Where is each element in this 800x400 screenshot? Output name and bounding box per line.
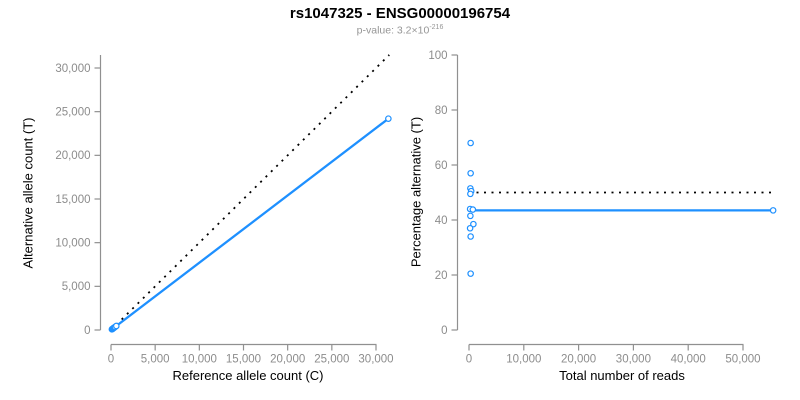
left-y-tick-label: 30,000 [55,63,90,75]
right-y-axis-label: Percentage alternative (T) [408,116,424,268]
left-y-tick-label: 5,000 [62,281,91,293]
left-y-tick-label: 10,000 [55,237,90,249]
left-x-tick-label: 20,000 [270,354,305,366]
left-data-point [385,115,392,122]
left-y-tick-label: 25,000 [55,106,90,118]
chart-title: rs1047325 - ENSG00000196754 [289,5,511,22]
right-data-point [769,207,777,214]
left-x-tick-label: 30,000 [358,354,393,366]
left-y-tick-label: 20,000 [55,150,90,162]
left-identity-line [110,54,390,331]
right-x-axis-label: Total number of reads [559,368,685,383]
left-x-tick-label: 25,000 [314,354,349,366]
right-data-point [467,169,474,177]
left-y-tick-label: 0 [84,325,90,337]
right-y-tick-label: 40 [435,215,448,227]
right-data-point [469,206,477,213]
left-x-axis-label: Reference allele count (C) [172,368,324,383]
right-data-point [467,233,474,240]
left-x-tick-label: 5,000 [141,354,170,366]
left-x-tick-label: 10,000 [182,354,217,366]
right-y-tick-label: 100 [428,50,447,62]
left-y-axis-label: Alternative allele count (T) [20,117,36,269]
pvalue-text: p-value: 3.2×10 [356,24,430,37]
right-x-tick-label: 50,000 [725,354,760,366]
left-data-point [113,322,120,330]
right-x-tick-label: 0 [466,354,472,366]
right-x-tick-label: 20,000 [561,354,596,366]
left-y-tick-label: 15,000 [55,194,90,206]
left-fit-line [111,117,390,331]
left-x-tick-label: 15,000 [226,354,261,366]
right-y-tick-label: 80 [435,105,448,117]
right-data-point [467,270,474,277]
pvalue-exponent: -216 [429,24,444,31]
right-y-tick-label: 0 [441,325,447,337]
right-data-point [467,190,474,198]
right-data-point [467,212,474,220]
right-y-tick-label: 60 [435,160,448,172]
chart-subtitle: p-value: 3.2×10-216 [0,24,800,37]
right-data-point [470,220,477,228]
right-data-point [467,139,474,147]
right-y-tick-label: 20 [435,270,448,282]
left-x-tick-label: 0 [108,354,114,366]
right-x-tick-label: 30,000 [616,354,651,366]
right-data-point [466,224,474,232]
right-x-tick-label: 40,000 [671,354,706,366]
right-x-tick-label: 10,000 [506,354,541,366]
